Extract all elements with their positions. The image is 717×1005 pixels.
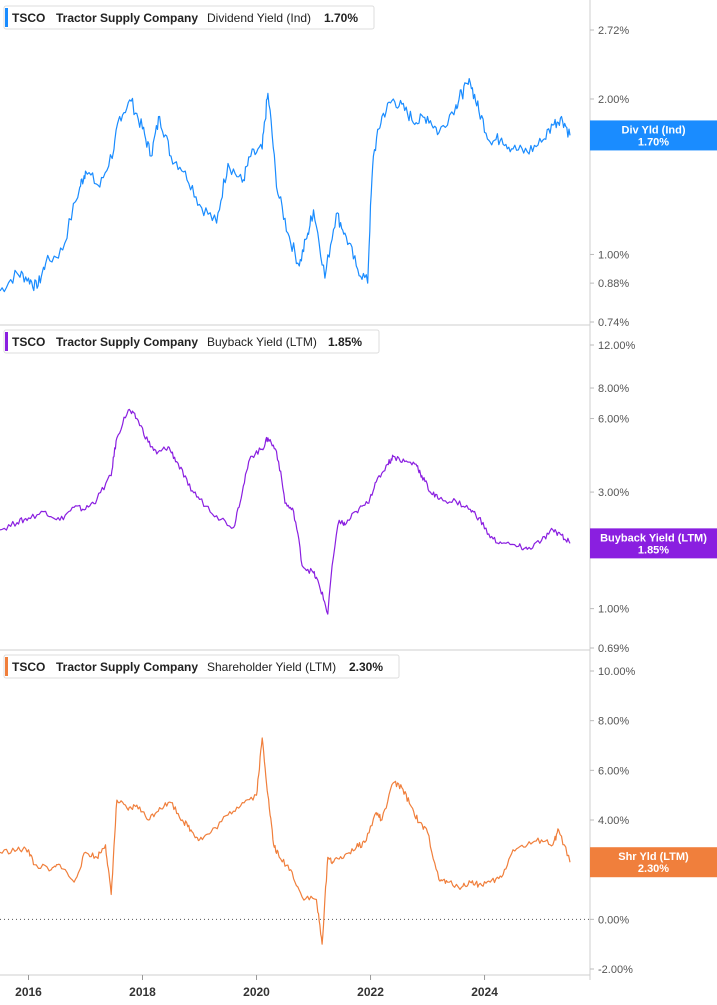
y-tick-label: 8.00% — [598, 716, 629, 728]
x-tick-label: 2024 — [471, 985, 498, 999]
value-badge — [590, 120, 717, 151]
y-tick-label: 3.00% — [598, 487, 629, 499]
y-tick-label: 4.00% — [598, 815, 629, 827]
legend-metric: Buyback Yield (LTM) — [207, 335, 317, 349]
y-tick-label: 1.00% — [598, 249, 629, 261]
legend-current-value: 2.30% — [349, 660, 383, 674]
legend-color-swatch — [5, 657, 8, 676]
y-tick-label: -2.00% — [598, 964, 633, 976]
y-tick-label: 0.00% — [598, 914, 629, 926]
legend-color-swatch — [5, 332, 8, 351]
y-tick-label: 12.00% — [598, 340, 636, 352]
x-tick-label: 2016 — [15, 985, 42, 999]
legend-metric: Dividend Yield (Ind) — [207, 11, 311, 25]
value-badge-value: 1.70% — [638, 136, 669, 148]
y-tick-label: 2.00% — [598, 94, 629, 106]
value-badge-label: Div Yld (Ind) — [622, 124, 686, 136]
legend-ticker: TSCO — [12, 660, 45, 674]
legend-color-swatch — [5, 8, 8, 27]
value-badge-label: Shr Yld (LTM) — [618, 851, 689, 863]
legend-ticker: TSCO — [12, 335, 45, 349]
legend-current-value: 1.70% — [324, 11, 358, 25]
y-tick-label: 0.69% — [598, 643, 629, 655]
legend-box — [3, 654, 400, 679]
y-tick-label: 1.00% — [598, 604, 629, 616]
series-line-2 — [0, 408, 571, 615]
y-tick-label: 0.74% — [598, 317, 629, 329]
x-tick-label: 2022 — [357, 985, 384, 999]
legend-company: Tractor Supply Company — [56, 335, 198, 349]
legend-metric: Shareholder Yield (LTM) — [207, 660, 336, 674]
value-badge-value: 1.85% — [638, 544, 669, 556]
legend-current-value: 1.85% — [328, 335, 362, 349]
series-line-3 — [0, 737, 571, 945]
legend-box — [3, 5, 375, 30]
y-tick-label: 6.00% — [598, 414, 629, 426]
value-badge — [590, 847, 717, 878]
value-badge — [590, 528, 717, 559]
y-tick-label: 8.00% — [598, 383, 629, 395]
legend-ticker: TSCO — [12, 11, 45, 25]
y-tick-label: 10.00% — [598, 666, 636, 678]
value-badge-label: Buyback Yield (LTM) — [600, 532, 707, 544]
legend-box — [3, 329, 380, 354]
y-tick-label: 0.88% — [598, 278, 629, 290]
y-tick-label: 2.72% — [598, 25, 629, 37]
y-tick-label: 6.00% — [598, 765, 629, 777]
value-badge-value: 2.30% — [638, 863, 669, 875]
legend-company: Tractor Supply Company — [56, 11, 198, 25]
x-tick-label: 2018 — [129, 985, 156, 999]
series-line-1 — [0, 78, 571, 293]
legend-company: Tractor Supply Company — [56, 660, 198, 674]
x-tick-label: 2020 — [243, 985, 270, 999]
